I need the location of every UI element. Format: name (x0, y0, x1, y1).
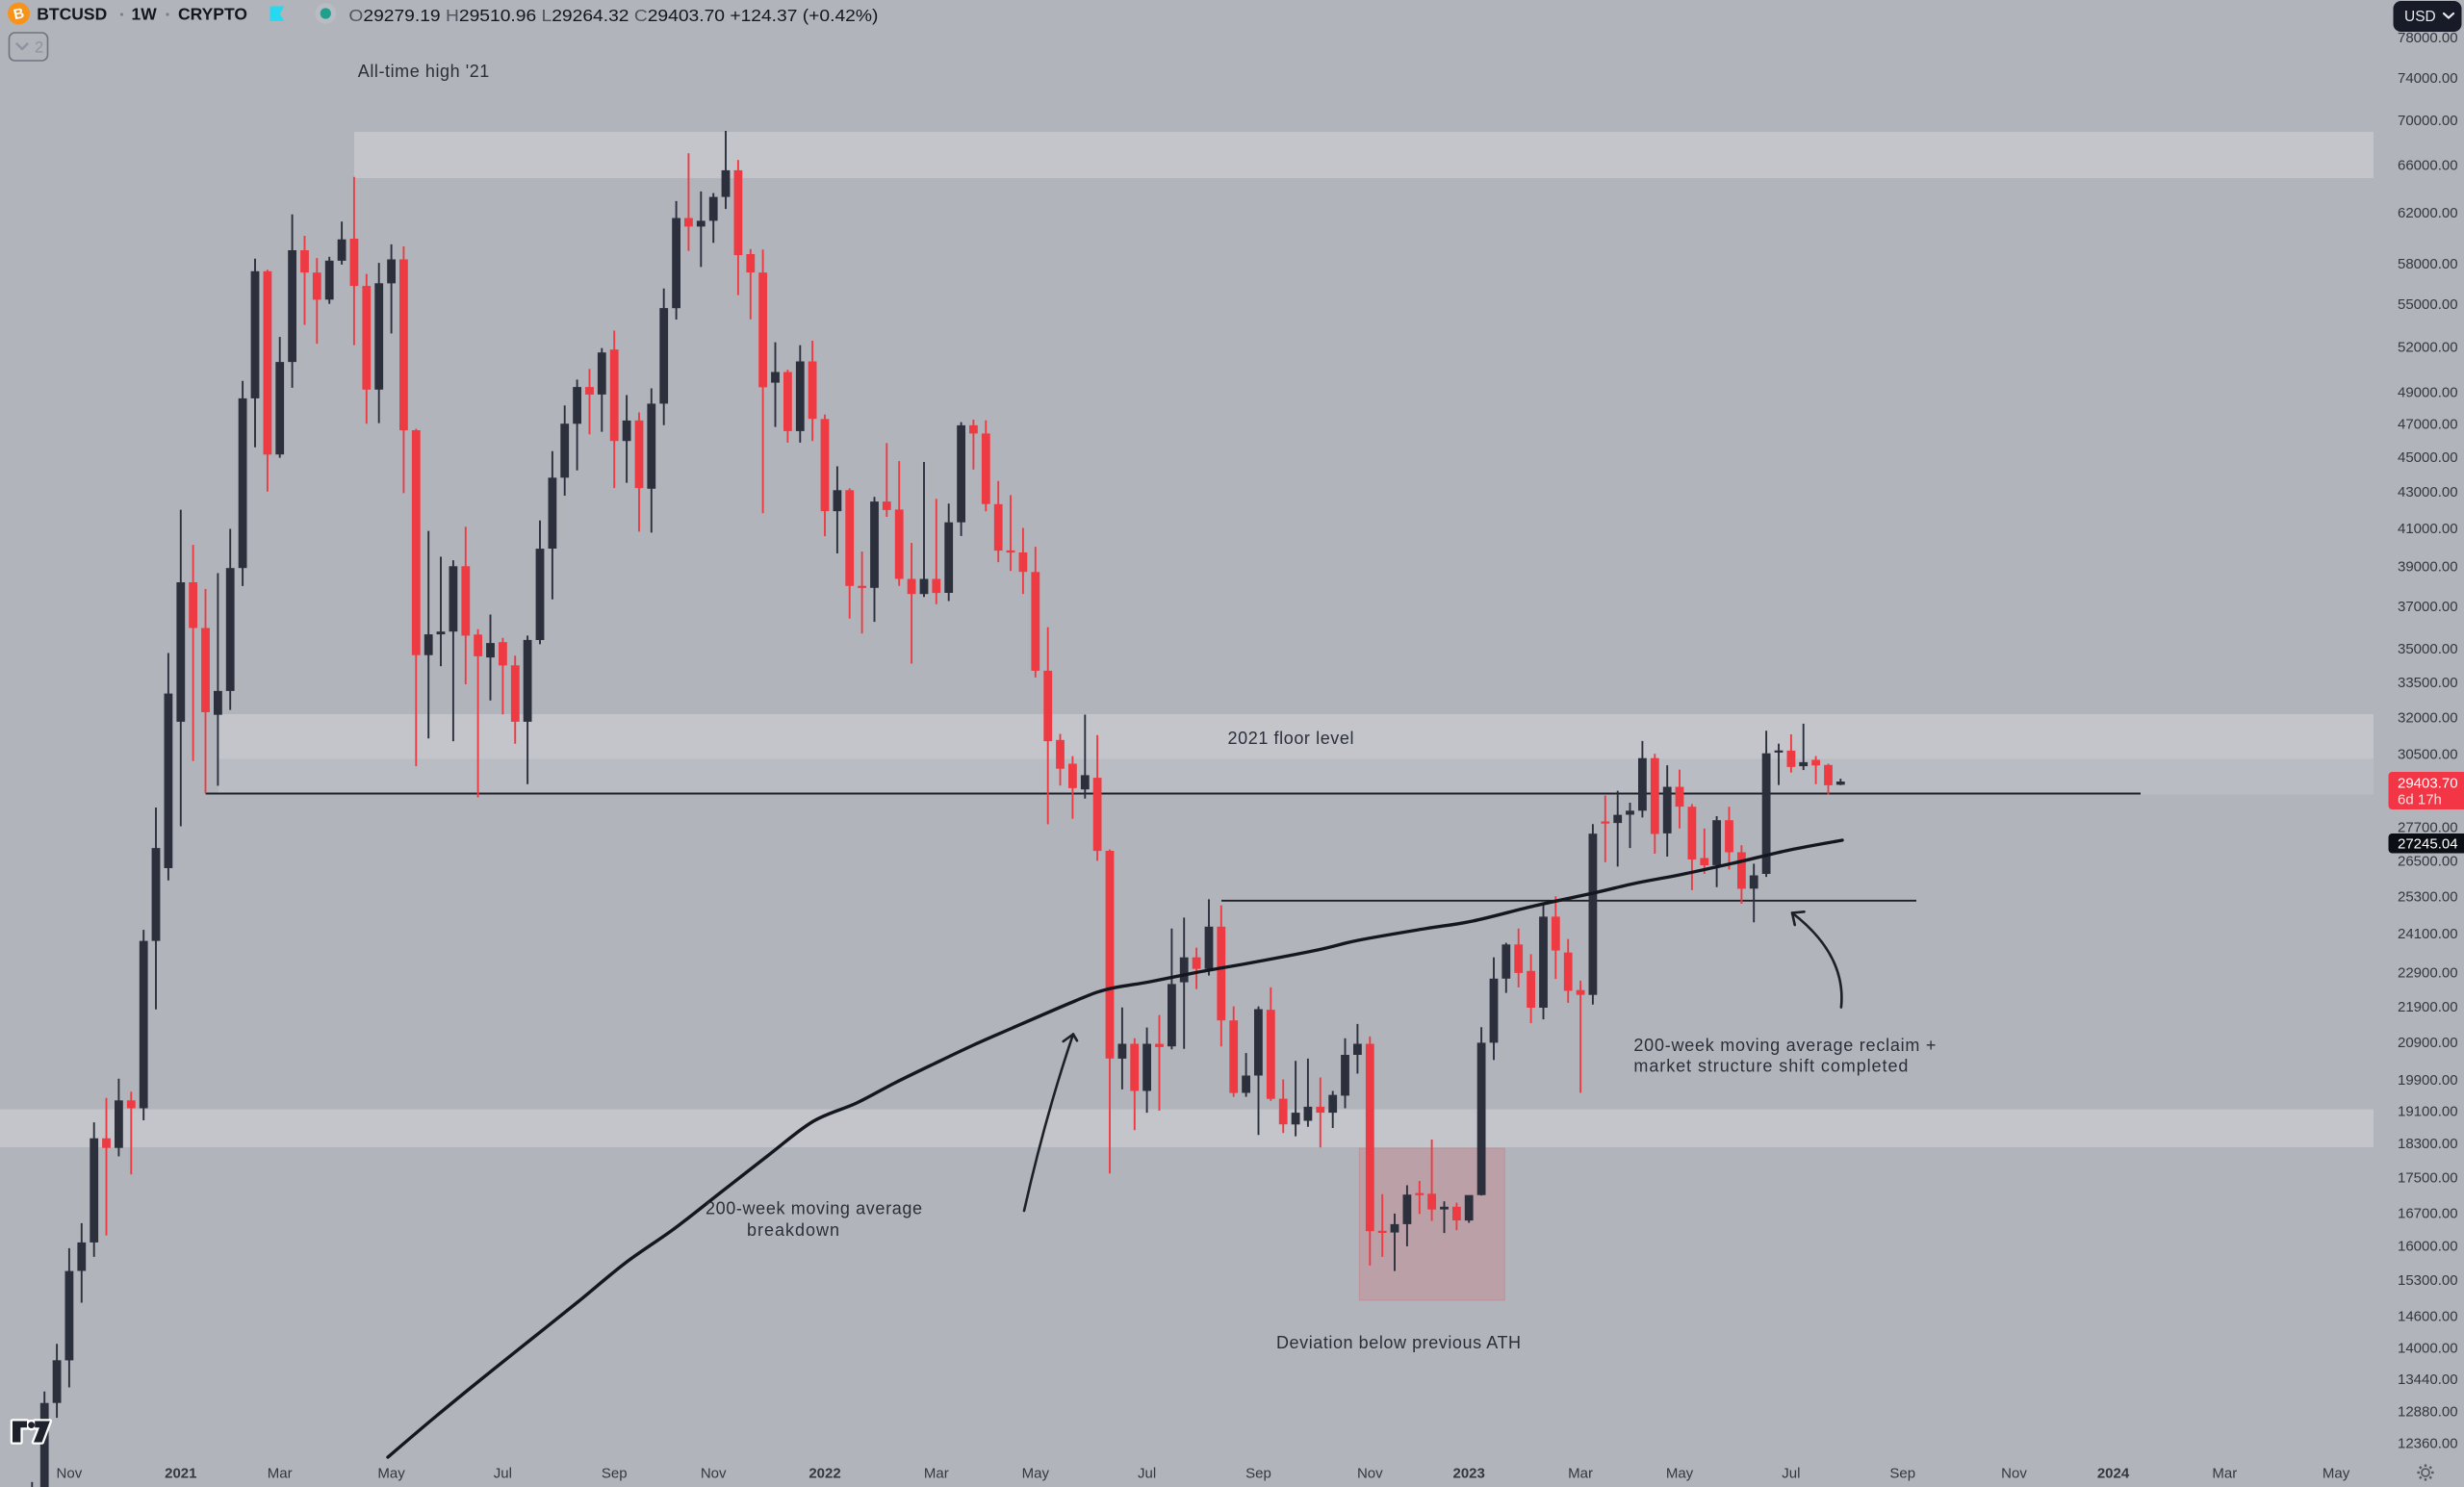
svg-text:18300.00: 18300.00 (2398, 1136, 2458, 1152)
svg-text:19100.00: 19100.00 (2398, 1103, 2458, 1119)
svg-text:58000.00: 58000.00 (2398, 256, 2458, 272)
svg-text:14000.00: 14000.00 (2398, 1341, 2458, 1357)
svg-text:breakdown: breakdown (747, 1220, 839, 1240)
svg-text:22900.00: 22900.00 (2398, 965, 2458, 982)
svg-text:May: May (377, 1466, 405, 1482)
svg-text:15300.00: 15300.00 (2398, 1272, 2458, 1289)
svg-text:30500.00: 30500.00 (2398, 746, 2458, 762)
svg-text:Mar: Mar (2212, 1466, 2237, 1482)
svg-text:55000.00: 55000.00 (2398, 296, 2458, 313)
svg-text:12360.00: 12360.00 (2398, 1435, 2458, 1451)
svg-text:20900.00: 20900.00 (2398, 1035, 2458, 1051)
svg-text:16000.00: 16000.00 (2398, 1239, 2458, 1255)
svg-text:78000.00: 78000.00 (2398, 30, 2458, 46)
svg-text:6d 17h: 6d 17h (2398, 792, 2442, 808)
svg-text:Nov: Nov (2001, 1466, 2027, 1482)
svg-text:Mar: Mar (924, 1466, 949, 1482)
svg-text:24100.00: 24100.00 (2398, 926, 2458, 942)
svg-text:27700.00: 27700.00 (2398, 820, 2458, 836)
svg-text:2023: 2023 (1453, 1466, 1485, 1482)
svg-text:13440.00: 13440.00 (2398, 1372, 2458, 1388)
svg-text:Nov: Nov (57, 1466, 83, 1482)
svg-text:2021: 2021 (165, 1466, 196, 1482)
svg-text:2021 floor level: 2021 floor level (1228, 729, 1354, 748)
svg-text:All-time high '21: All-time high '21 (358, 62, 490, 81)
svg-text:33500.00: 33500.00 (2398, 675, 2458, 691)
svg-text:2024: 2024 (2097, 1466, 2130, 1482)
svg-text:Sep: Sep (1889, 1466, 1915, 1482)
svg-text:45000.00: 45000.00 (2398, 449, 2458, 466)
svg-text:17500.00: 17500.00 (2398, 1170, 2458, 1187)
svg-text:Jul: Jul (1782, 1466, 1800, 1482)
svg-text:2: 2 (35, 39, 43, 57)
svg-text:41000.00: 41000.00 (2398, 521, 2458, 537)
svg-text:2022: 2022 (808, 1466, 840, 1482)
svg-text:37000.00: 37000.00 (2398, 599, 2458, 615)
svg-text:12880.00: 12880.00 (2398, 1404, 2458, 1421)
svg-text:49000.00: 49000.00 (2398, 385, 2458, 401)
svg-text:Mar: Mar (268, 1466, 293, 1482)
svg-text:Nov: Nov (1357, 1466, 1383, 1482)
svg-text:43000.00: 43000.00 (2398, 484, 2458, 500)
svg-text:Nov: Nov (701, 1466, 727, 1482)
svg-text:Jul: Jul (1138, 1466, 1156, 1482)
svg-text:19900.00: 19900.00 (2398, 1072, 2458, 1089)
svg-text:200-week moving average: 200-week moving average (706, 1198, 922, 1218)
svg-text:39000.00: 39000.00 (2398, 558, 2458, 575)
svg-text:May: May (1022, 1466, 1050, 1482)
svg-text:29403.70: 29403.70 (2398, 775, 2458, 791)
svg-text:74000.00: 74000.00 (2398, 70, 2458, 87)
svg-text:CRYPTO: CRYPTO (178, 4, 247, 23)
svg-text:Sep: Sep (602, 1466, 628, 1482)
svg-text:Sep: Sep (1245, 1466, 1271, 1482)
svg-text:35000.00: 35000.00 (2398, 641, 2458, 657)
svg-text:Deviation below previous ATH: Deviation below previous ATH (1276, 1333, 1521, 1352)
svg-text:21900.00: 21900.00 (2398, 999, 2458, 1015)
svg-text:O29279.19 H29510.96 L29264.32: O29279.19 H29510.96 L29264.32 C29403.70 … (348, 6, 878, 25)
svg-text:25300.00: 25300.00 (2398, 889, 2458, 906)
svg-text:26500.00: 26500.00 (2398, 854, 2458, 870)
svg-text:May: May (2323, 1466, 2350, 1482)
svg-text:May: May (1666, 1466, 1694, 1482)
svg-text:14600.00: 14600.00 (2398, 1308, 2458, 1324)
svg-text:200-week moving average reclai: 200-week moving average reclaim + (1633, 1036, 1936, 1055)
svg-text:B: B (13, 5, 26, 23)
svg-text:Mar: Mar (1568, 1466, 1593, 1482)
svg-text:32000.00: 32000.00 (2398, 709, 2458, 726)
svg-text:70000.00: 70000.00 (2398, 113, 2458, 129)
svg-text:BTCUSD: BTCUSD (37, 4, 107, 23)
svg-text:66000.00: 66000.00 (2398, 157, 2458, 173)
svg-text:market structure shift complet: market structure shift completed (1633, 1056, 1908, 1075)
svg-text:52000.00: 52000.00 (2398, 339, 2458, 355)
svg-text:62000.00: 62000.00 (2398, 205, 2458, 221)
svg-text:47000.00: 47000.00 (2398, 417, 2458, 433)
svg-text:27245.04: 27245.04 (2398, 836, 2458, 853)
svg-text:USD: USD (2404, 9, 2436, 25)
svg-text:16700.00: 16700.00 (2398, 1206, 2458, 1222)
svg-text:Jul: Jul (494, 1466, 512, 1482)
svg-text:1W: 1W (132, 4, 158, 23)
